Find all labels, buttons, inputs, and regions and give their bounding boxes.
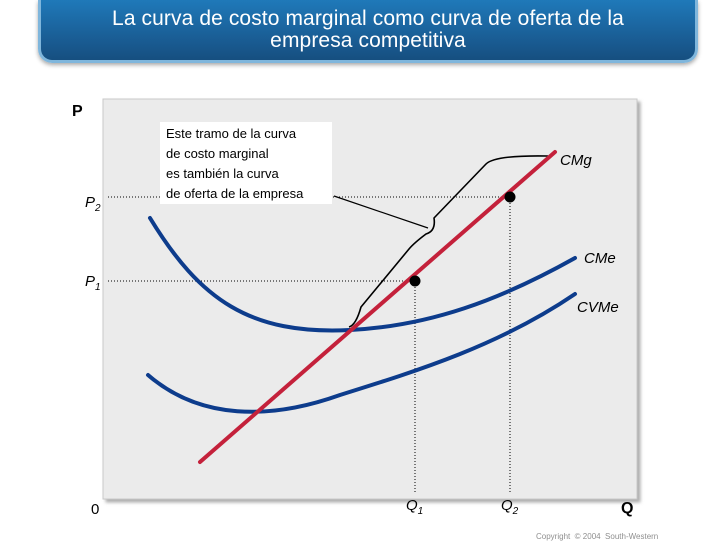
plot-area — [102, 98, 638, 500]
y-axis-label: P — [72, 103, 83, 120]
point-p2-q2 — [504, 191, 516, 203]
cvme-label: CVMe — [577, 299, 619, 316]
q1-label: Q1 — [406, 497, 423, 517]
annotation-line-3: es también la curva — [166, 166, 279, 181]
cvme-curve — [146, 292, 577, 414]
cme-label: CMe — [584, 250, 616, 267]
origin-label: 0 — [91, 501, 99, 518]
annotation-line-1: Este tramo de la curva — [166, 126, 297, 141]
cmg-label: CMg — [560, 152, 592, 169]
svg-text:Q1: Q1 — [406, 497, 423, 517]
supply-segment-brace — [348, 155, 549, 328]
svg-text:P1: P1 — [85, 273, 101, 293]
p1-label: P1 — [85, 273, 101, 293]
copyright-notice: Copyright © 2004 South-Western — [536, 532, 659, 541]
title-banner: La curva de costo marginal como curva de… — [38, 0, 698, 63]
p2-label: P2 — [85, 194, 101, 214]
annotation-box — [160, 122, 332, 204]
annotation-line-2: de costo marginal — [166, 146, 269, 161]
cmg-curve — [198, 150, 557, 464]
annotation-connector — [333, 195, 429, 229]
svg-text:P2: P2 — [85, 194, 101, 214]
svg-text:Q2: Q2 — [501, 497, 519, 517]
title-line-1: La curva de costo marginal como curva de… — [112, 7, 624, 30]
q2-label: Q2 — [501, 497, 519, 517]
x-axis-label: Q — [621, 500, 633, 517]
annotation-line-4: de oferta de la empresa — [166, 186, 304, 201]
title-line-2: empresa competitiva — [270, 29, 466, 52]
point-p1-q1 — [409, 275, 421, 287]
